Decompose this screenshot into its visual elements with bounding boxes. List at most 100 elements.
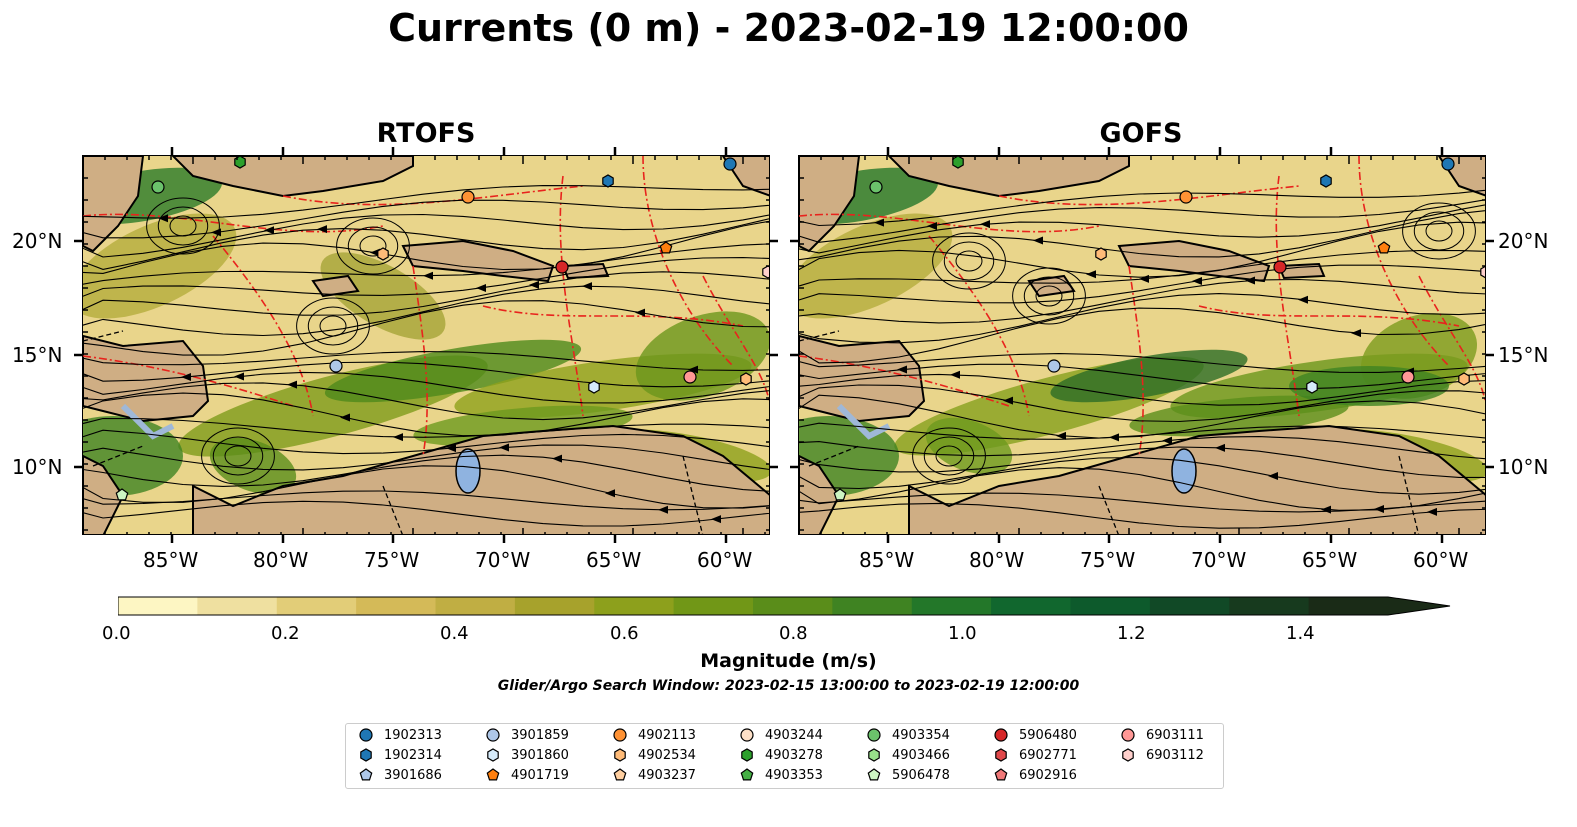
landmass [83,454,125,534]
search-window-caption: Glider/Argo Search Window: 2023-02-15 13… [497,678,1080,694]
eddy-streamline [169,215,197,237]
country-border [682,455,704,534]
eddy-streamline [296,297,370,355]
streamline [799,204,1485,254]
cb-tick-5: 1.0 [948,623,977,644]
float-marker [1441,157,1455,171]
colorbar-segment [356,597,436,615]
rtofs-map [82,155,770,535]
legend-item-4901719: 4901719 [485,767,569,783]
flow-arrow [476,284,486,293]
eddy-streamline [307,306,359,346]
x-tick-85w-right: 85°W [859,548,915,572]
circle-marker-icon [613,728,627,742]
legend-label: 1902313 [384,727,442,743]
eez-boundary [83,355,294,407]
lake [455,448,481,494]
streamline [799,394,1485,439]
flow-arrow [423,271,433,280]
eddy-streamline [1413,211,1465,251]
eddy-streamline [319,315,347,337]
legend-label: 4903278 [765,747,823,763]
flow-arrow [1003,396,1013,405]
pentagon-marker-icon [613,768,627,781]
colorbar-segment [1149,597,1230,615]
hexagon-marker-icon [1122,748,1134,762]
float-marker [1320,174,1332,188]
float-marker [1377,241,1391,254]
eddy-streamline [224,445,252,467]
legend-item-4903353: 4903353 [739,767,823,783]
eddy-streamline [923,436,975,476]
x-tick-75w-right: 75°W [1080,548,1136,572]
eez-boundary [482,305,744,327]
colorbar-segment [276,597,357,615]
float-marker [1179,190,1193,204]
legend-item-6903112: 6903112 [1120,747,1204,763]
circle-marker-icon [994,728,1008,742]
streamline [83,285,769,337]
flow-arrow [1351,329,1361,338]
y-tick-10n-right: 10°N [1498,455,1549,479]
streamline [83,371,769,404]
legend-item-4903278: 4903278 [739,747,823,763]
float-marker [115,488,129,501]
float-marker [869,180,883,194]
x-tick-65w-right: 65°W [1302,548,1358,572]
float-marker [1480,265,1485,279]
colorbar-segment [118,597,198,615]
float-marker [952,156,964,169]
colorbar-segment [1229,597,1310,615]
flow-arrow [158,214,168,223]
streamline [799,189,1485,227]
flow-arrow [1056,431,1066,440]
y-tick-15n-right: 15°N [1498,343,1549,367]
legend-item-6903111: 6903111 [1120,727,1204,743]
flow-arrow [897,365,907,374]
circle-marker-icon [486,728,500,742]
eddy-streamline [932,232,1006,290]
flow-arrow [874,218,884,227]
legend-item-6902916: 6902916 [993,767,1077,783]
country-border [1398,455,1420,534]
streamline [799,278,1485,324]
legend-label: 4902534 [638,747,696,763]
eddy-streamline [1425,220,1453,242]
streamline [799,250,1485,287]
legend-label: 4903354 [892,727,950,743]
streamline [799,199,1485,243]
legend-item-1902313: 1902313 [358,727,442,743]
legend-label: 3901859 [511,727,569,743]
x-tick-65w-left: 65°W [586,548,642,572]
float-marker [683,370,697,384]
legend-label: 3901686 [384,767,442,783]
streamline [799,422,1485,440]
x-tick-70w-right: 70°W [1191,548,1247,572]
flow-arrow [1139,274,1149,283]
streamline [83,185,769,219]
eez-boundary [212,235,314,417]
float-marker [602,174,614,188]
hexagon-marker-icon [868,748,880,762]
streamline [799,293,1485,344]
streamline [83,213,769,258]
x-tick-85w-left: 85°W [143,548,199,572]
y-tick-10n-left: 10°N [12,455,63,479]
flow-arrow [181,373,191,382]
streamline [799,353,1485,373]
streamline [83,271,769,316]
legend-label: 5906480 [1019,727,1077,743]
eddy-streamline [1402,202,1476,260]
eddy-streamline [912,427,986,485]
legend-label: 3901860 [511,747,569,763]
colorbar-title: Magnitude (m/s) [700,650,877,672]
cb-tick-1: 0.2 [271,623,300,644]
streamline [799,307,1485,364]
gofs-map [798,155,1486,535]
flow-arrow [658,505,668,514]
flow-arrow [340,413,350,422]
streamline [83,429,769,455]
legend-label: 6902916 [1019,767,1077,783]
float-marker [1095,247,1107,261]
landmass [799,156,861,253]
